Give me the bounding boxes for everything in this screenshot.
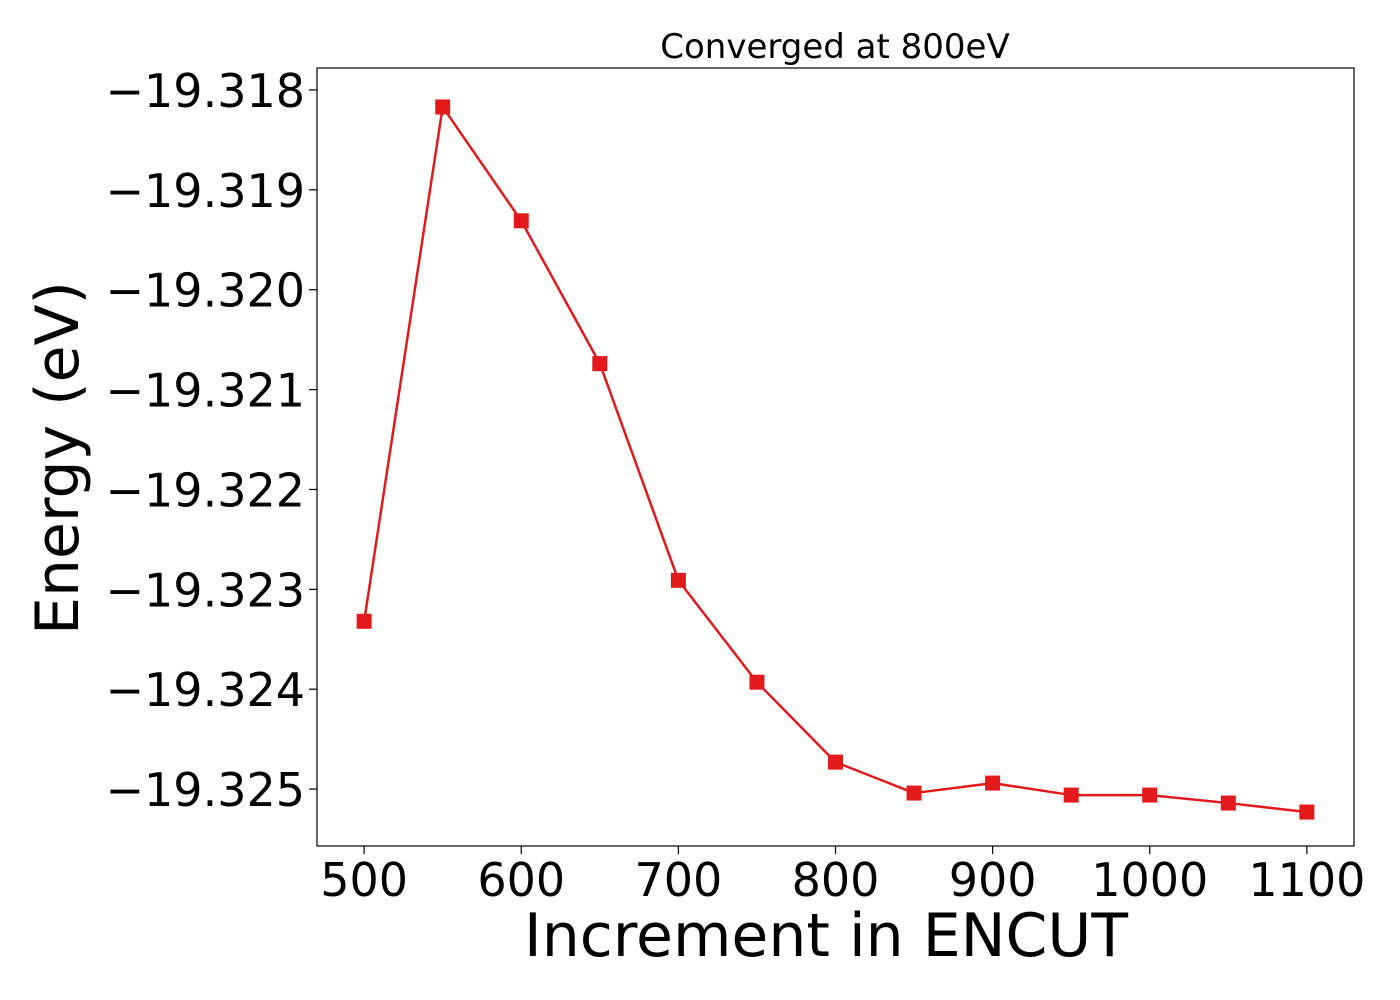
data-point-marker <box>513 213 529 229</box>
y-tick-label: −19.321 <box>106 364 306 418</box>
y-tick-label: −19.318 <box>106 64 306 118</box>
data-point-marker <box>985 775 1001 791</box>
data-point-marker <box>592 356 608 372</box>
y-tick-label: −19.323 <box>106 563 306 617</box>
data-point-marker <box>749 674 765 690</box>
x-tick-label: 1100 <box>1248 853 1365 907</box>
data-point-marker <box>356 613 372 629</box>
y-tick-label: −19.319 <box>106 164 306 218</box>
data-point-marker <box>1220 795 1236 811</box>
data-point-marker <box>670 572 686 588</box>
y-tick-label: −19.325 <box>106 763 306 817</box>
y-tick-label: −19.320 <box>106 264 306 318</box>
data-point-marker <box>1063 787 1079 803</box>
x-tick-label: 600 <box>477 853 565 907</box>
y-tick-label: −19.324 <box>106 663 306 717</box>
x-axis-ticks: 500 600 700 800 900 1000 1100 <box>320 846 1365 907</box>
y-axis-title: Energy (eV) <box>23 281 93 635</box>
data-point-marker <box>828 754 843 770</box>
chart-title: Converged at 800eV <box>660 27 1009 67</box>
y-tick-label: −19.322 <box>106 463 306 517</box>
x-tick-label: 900 <box>949 853 1037 907</box>
series-layer <box>356 99 1315 820</box>
data-point-marker <box>1142 787 1158 803</box>
x-tick-label: 1000 <box>1091 853 1208 907</box>
x-axis-title: Increment in ENCUT <box>524 901 1128 971</box>
y-axis-ticks: −19.318 −19.319 −19.320 −19.321 −19.322 −19.3… <box>106 64 317 817</box>
x-tick-label: 500 <box>320 853 408 907</box>
data-point-marker <box>435 99 451 115</box>
x-tick-label: 800 <box>792 853 880 907</box>
x-tick-label: 700 <box>634 853 722 907</box>
data-point-marker <box>1299 804 1315 820</box>
data-point-marker <box>906 785 922 801</box>
